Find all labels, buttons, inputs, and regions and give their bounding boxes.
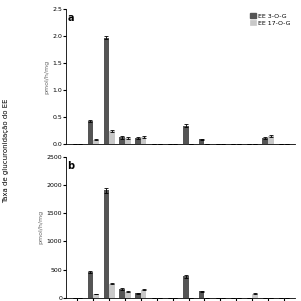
- Bar: [109, 131, 115, 144]
- Bar: [88, 121, 93, 144]
- Bar: [183, 126, 188, 144]
- Bar: [93, 140, 99, 144]
- Text: Taxa de glucuronidação do EE: Taxa de glucuronidação do EE: [3, 98, 9, 203]
- Y-axis label: pmol/h/mg: pmol/h/mg: [39, 210, 44, 244]
- Bar: [135, 138, 141, 144]
- Bar: [88, 272, 93, 298]
- Text: a: a: [67, 13, 74, 23]
- Bar: [268, 136, 274, 144]
- Bar: [104, 191, 109, 298]
- Bar: [125, 138, 131, 144]
- Bar: [183, 277, 188, 298]
- Bar: [141, 137, 147, 144]
- Bar: [119, 289, 125, 298]
- Legend: EE 3-O-G, EE 17-O-G: EE 3-O-G, EE 17-O-G: [249, 12, 292, 27]
- Bar: [141, 290, 147, 298]
- Bar: [199, 291, 204, 298]
- Bar: [125, 292, 131, 298]
- Bar: [93, 294, 99, 298]
- Bar: [104, 38, 109, 144]
- Bar: [119, 138, 125, 144]
- Text: b: b: [67, 161, 74, 171]
- Bar: [252, 294, 258, 298]
- Bar: [109, 284, 115, 298]
- Bar: [135, 293, 141, 298]
- Y-axis label: pmol/h/mg: pmol/h/mg: [45, 60, 49, 94]
- Bar: [199, 139, 204, 144]
- Bar: [262, 138, 268, 144]
